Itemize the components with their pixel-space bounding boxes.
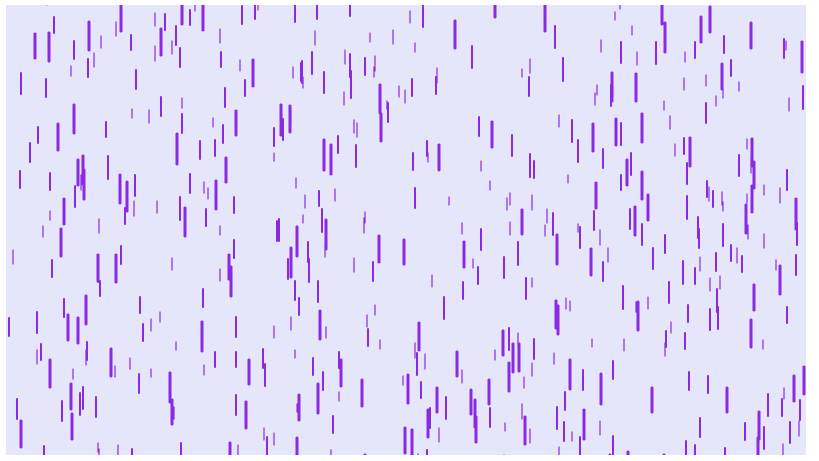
rain-stage <box>6 5 806 455</box>
raindrops-layer <box>8 5 806 455</box>
rain-canvas <box>6 5 806 455</box>
sky-background <box>6 5 806 455</box>
